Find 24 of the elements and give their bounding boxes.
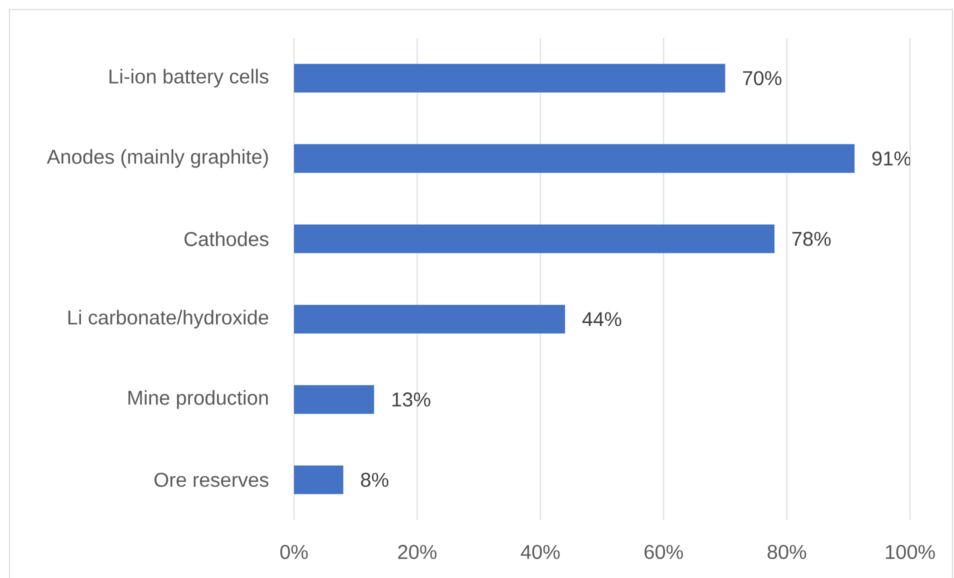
x-tick-label: 40% [520, 544, 560, 560]
x-tick-label: 0% [280, 544, 308, 560]
y-tick-label: Li-ion battery cells [110, 68, 268, 88]
y-tick-label: Mine production [128, 390, 268, 409]
bar [294, 224, 774, 254]
x-tick-label: 80% [768, 544, 806, 560]
y-tick-label: Cathodes [184, 231, 268, 246]
bar [294, 385, 374, 414]
bar [294, 304, 566, 334]
data-label: 8% [361, 472, 388, 487]
y-tick-label: Li carbonate/hydroxide [68, 310, 268, 328]
y-tick-label: Anodes (mainly graphite) [46, 149, 268, 168]
bar [294, 466, 344, 494]
y-tick-label: Ore reserves [154, 472, 268, 487]
bar [294, 64, 726, 93]
x-tick-label: 60% [644, 544, 683, 560]
data-label: 78% [792, 232, 831, 246]
data-label: 13% [392, 392, 430, 407]
data-label: 91% [872, 151, 911, 166]
x-tick-label: 100% [886, 544, 935, 560]
data-label: 70% [743, 71, 782, 86]
x-tick-label: 20% [398, 544, 437, 560]
bar [294, 144, 855, 173]
data-label: 44% [582, 312, 622, 326]
